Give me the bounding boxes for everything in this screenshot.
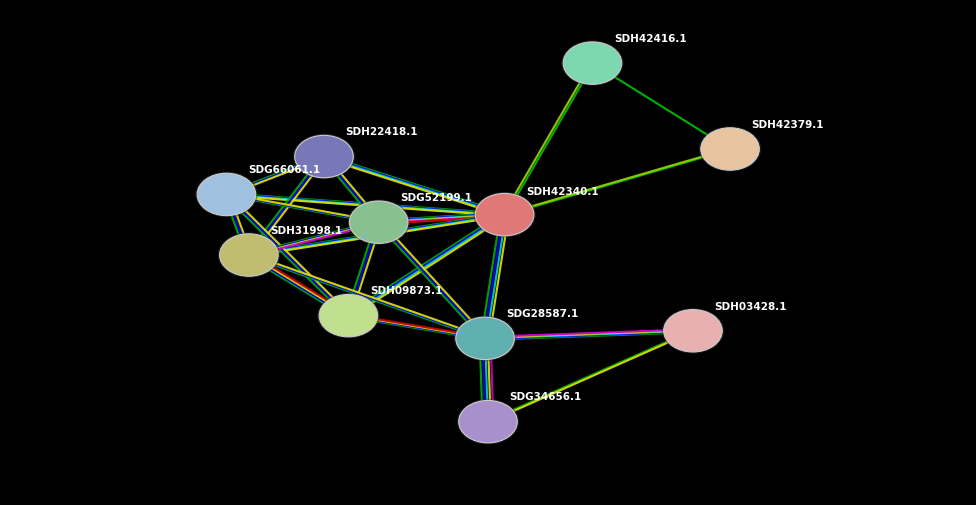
- Ellipse shape: [475, 193, 534, 236]
- Ellipse shape: [456, 317, 514, 360]
- Ellipse shape: [561, 40, 624, 86]
- Text: SDH03428.1: SDH03428.1: [714, 301, 787, 312]
- Ellipse shape: [701, 128, 759, 170]
- Text: SDH22418.1: SDH22418.1: [346, 127, 418, 137]
- Ellipse shape: [347, 199, 410, 245]
- Ellipse shape: [454, 316, 516, 361]
- Ellipse shape: [317, 293, 380, 338]
- Text: SDH31998.1: SDH31998.1: [270, 226, 343, 236]
- Ellipse shape: [563, 42, 622, 84]
- Text: SDG52199.1: SDG52199.1: [400, 193, 472, 203]
- Ellipse shape: [473, 192, 536, 237]
- Text: SDH09873.1: SDH09873.1: [370, 286, 442, 296]
- Ellipse shape: [218, 232, 280, 278]
- Ellipse shape: [197, 173, 256, 216]
- Text: SDH42340.1: SDH42340.1: [526, 187, 598, 197]
- Ellipse shape: [319, 294, 378, 337]
- Text: SDG34656.1: SDG34656.1: [509, 392, 582, 402]
- Ellipse shape: [662, 308, 724, 354]
- Text: SDG28587.1: SDG28587.1: [507, 309, 579, 319]
- Text: SDH42379.1: SDH42379.1: [752, 120, 824, 130]
- Text: SDH42416.1: SDH42416.1: [614, 34, 686, 44]
- Ellipse shape: [699, 126, 761, 172]
- Ellipse shape: [459, 400, 517, 443]
- Ellipse shape: [293, 134, 355, 179]
- Ellipse shape: [295, 135, 353, 178]
- Ellipse shape: [664, 310, 722, 352]
- Ellipse shape: [349, 201, 408, 243]
- Ellipse shape: [457, 399, 519, 444]
- Ellipse shape: [220, 234, 278, 276]
- Ellipse shape: [195, 172, 258, 217]
- Text: SDG66061.1: SDG66061.1: [248, 165, 320, 175]
